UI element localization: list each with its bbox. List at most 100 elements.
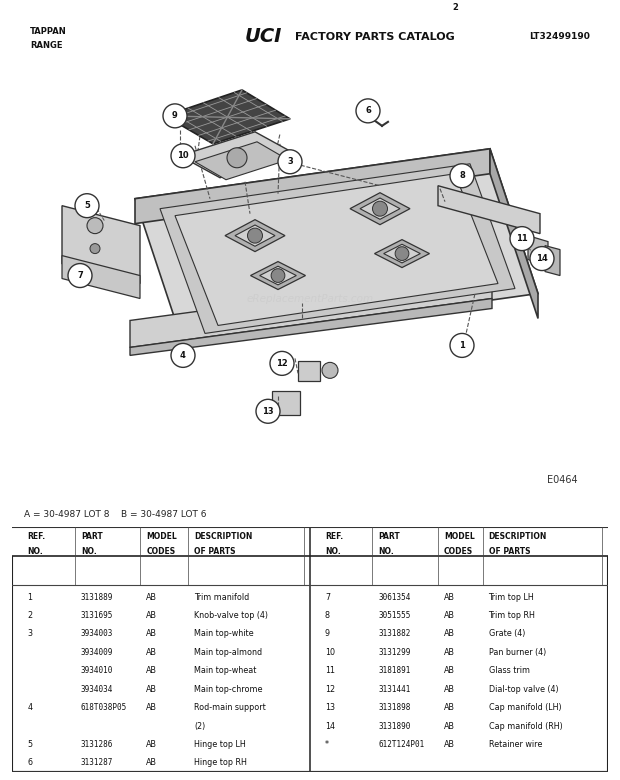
Text: MODEL: MODEL (146, 532, 177, 541)
Text: 3934003: 3934003 (81, 629, 113, 639)
Text: AB: AB (146, 704, 157, 712)
Polygon shape (545, 246, 560, 275)
Text: *: * (325, 740, 329, 749)
Bar (298, 361, 320, 381)
Text: 9: 9 (172, 112, 178, 120)
Circle shape (450, 333, 474, 357)
Bar (272, 392, 300, 415)
Circle shape (171, 343, 195, 367)
Text: (2): (2) (194, 722, 205, 731)
Circle shape (373, 201, 388, 216)
Text: CODES: CODES (444, 547, 473, 555)
Text: AB: AB (146, 740, 157, 749)
Text: RANGE: RANGE (30, 41, 63, 50)
Polygon shape (374, 239, 430, 268)
Text: PART: PART (81, 532, 102, 541)
Text: 4: 4 (180, 351, 186, 360)
Text: LT32499190: LT32499190 (529, 32, 590, 41)
Text: 8: 8 (325, 611, 330, 620)
Text: AB: AB (146, 648, 157, 657)
Text: AB: AB (444, 666, 455, 675)
Circle shape (90, 243, 100, 254)
Text: 3131441: 3131441 (378, 685, 411, 693)
Text: PART: PART (378, 532, 400, 541)
Text: Main top-white: Main top-white (194, 629, 254, 639)
Text: 3131299: 3131299 (378, 648, 411, 657)
Circle shape (227, 147, 247, 168)
Text: 13: 13 (262, 407, 274, 416)
Text: 7: 7 (77, 271, 83, 280)
Polygon shape (195, 142, 288, 179)
Text: 10: 10 (177, 151, 189, 160)
Text: Retainer wire: Retainer wire (489, 740, 542, 749)
Circle shape (452, 13, 464, 25)
Text: 13: 13 (325, 704, 335, 712)
Text: A = 30-4987 LOT 8    B = 30-4987 LOT 6: A = 30-4987 LOT 8 B = 30-4987 LOT 6 (24, 509, 207, 519)
Text: 5: 5 (27, 740, 32, 749)
Text: 4: 4 (27, 704, 32, 712)
Polygon shape (62, 206, 140, 284)
Text: 3934009: 3934009 (81, 648, 113, 657)
Text: UCI: UCI (245, 27, 282, 46)
Text: AB: AB (146, 685, 157, 693)
Polygon shape (260, 266, 296, 285)
Text: NO.: NO. (325, 547, 340, 555)
Text: REF.: REF. (27, 532, 45, 541)
Text: Knob-valve top (4): Knob-valve top (4) (194, 611, 268, 620)
Text: NO.: NO. (378, 547, 394, 555)
Circle shape (247, 228, 262, 243)
Text: Trim top RH: Trim top RH (489, 611, 536, 620)
Text: AB: AB (444, 648, 455, 657)
Circle shape (271, 268, 285, 282)
Circle shape (322, 363, 338, 378)
Polygon shape (135, 149, 538, 343)
Circle shape (256, 399, 280, 424)
Text: 3934010: 3934010 (81, 666, 113, 675)
Polygon shape (180, 132, 295, 178)
Polygon shape (62, 256, 140, 299)
Circle shape (443, 0, 467, 19)
Text: OF PARTS: OF PARTS (194, 547, 236, 555)
Polygon shape (130, 299, 492, 356)
Circle shape (270, 352, 294, 375)
Text: 3: 3 (287, 158, 293, 166)
Text: Rod-main support: Rod-main support (194, 704, 266, 712)
Text: 7: 7 (325, 593, 330, 601)
Polygon shape (250, 261, 306, 289)
Text: DESCRIPTION: DESCRIPTION (194, 532, 252, 541)
Polygon shape (490, 149, 538, 318)
Text: 2: 2 (27, 611, 32, 620)
Polygon shape (130, 271, 492, 347)
Text: 14: 14 (536, 254, 548, 263)
Polygon shape (384, 244, 420, 263)
Text: TAPPAN: TAPPAN (30, 27, 67, 36)
Polygon shape (175, 174, 498, 325)
Text: Trim top LH: Trim top LH (489, 593, 534, 601)
Text: AB: AB (444, 685, 455, 693)
Text: 1: 1 (27, 593, 32, 601)
Text: NO.: NO. (81, 547, 97, 555)
Text: REF.: REF. (325, 532, 343, 541)
Text: AB: AB (444, 611, 455, 620)
Text: 5: 5 (84, 201, 90, 210)
Text: 3131286: 3131286 (81, 740, 113, 749)
Circle shape (87, 218, 103, 234)
Polygon shape (350, 193, 410, 225)
Text: 10: 10 (325, 648, 335, 657)
Polygon shape (160, 164, 515, 333)
Text: 618T038P05: 618T038P05 (81, 704, 127, 712)
Circle shape (163, 104, 187, 128)
Text: 2: 2 (452, 2, 458, 12)
Text: Hinge top RH: Hinge top RH (194, 758, 247, 768)
Text: 3131889: 3131889 (81, 593, 113, 601)
Polygon shape (438, 186, 540, 234)
Text: 3061354: 3061354 (378, 593, 411, 601)
Text: 6: 6 (27, 758, 32, 768)
Text: AB: AB (146, 666, 157, 675)
Text: Dial-top valve (4): Dial-top valve (4) (489, 685, 558, 693)
Circle shape (510, 227, 534, 250)
Circle shape (530, 246, 554, 271)
Text: 612T124P01: 612T124P01 (378, 740, 425, 749)
Text: Grate (4): Grate (4) (489, 629, 525, 639)
Text: AB: AB (444, 740, 455, 749)
